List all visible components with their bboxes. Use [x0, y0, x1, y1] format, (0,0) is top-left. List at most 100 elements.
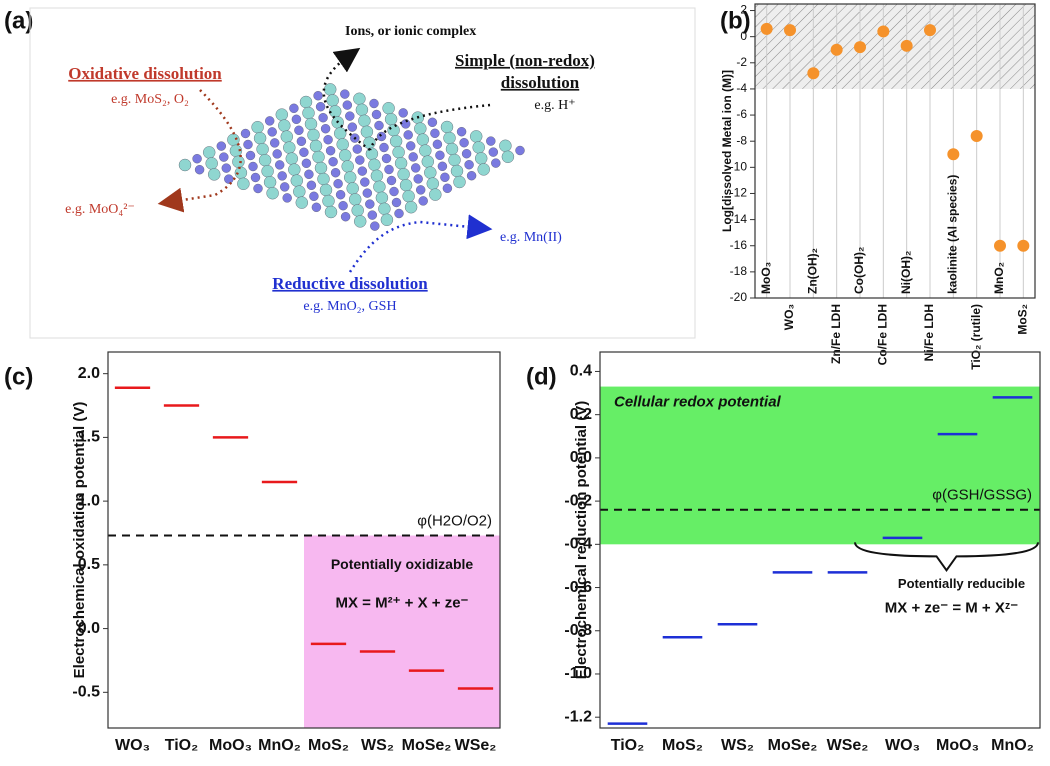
- atom: [243, 139, 253, 150]
- atom: [302, 106, 315, 120]
- point: [900, 39, 913, 52]
- atom: [402, 189, 415, 203]
- atom: [488, 147, 498, 157]
- atom: [435, 150, 445, 161]
- x-tick-label: MnO₂: [258, 737, 301, 754]
- atom: [501, 150, 515, 164]
- panel-label: (b): [720, 7, 751, 34]
- y-tick-label: -0.5: [72, 684, 100, 701]
- atom: [408, 152, 418, 162]
- atom: [389, 134, 403, 148]
- atom: [369, 98, 379, 109]
- atom: [194, 164, 205, 175]
- atom: [418, 196, 428, 206]
- atom: [219, 152, 229, 162]
- x-tick-label: MoSe₂: [402, 737, 452, 754]
- atom: [375, 191, 389, 205]
- atom: [277, 171, 287, 181]
- shaded-region: [304, 535, 500, 728]
- x-tick-label: Ni/Fe LDH: [922, 304, 936, 361]
- atom: [301, 158, 312, 169]
- atom: [266, 186, 279, 200]
- y-axis-title: Electrochemical reduction potential (V): [573, 401, 590, 679]
- atom: [328, 156, 338, 167]
- y-tick-label: 1.0: [78, 492, 100, 509]
- x-tick-label: TiO₂: [611, 737, 644, 754]
- atom: [285, 152, 298, 165]
- x-tick-label: Zn(OH)₂: [806, 248, 820, 294]
- atom: [416, 185, 426, 195]
- point: [924, 24, 936, 37]
- atom: [345, 111, 355, 121]
- atom: [258, 153, 272, 167]
- atom: [399, 178, 413, 192]
- atom: [295, 196, 308, 209]
- x-tick-label: WO₃: [885, 737, 920, 754]
- x-tick-label: WS₂: [721, 737, 754, 754]
- atom: [365, 147, 379, 161]
- point: [947, 148, 960, 161]
- atom: [370, 169, 384, 183]
- atom: [355, 103, 369, 117]
- atom: [207, 168, 221, 181]
- atom: [367, 210, 377, 220]
- point: [760, 22, 773, 35]
- atom: [275, 108, 288, 121]
- atom: [429, 188, 442, 201]
- atom: [461, 148, 472, 159]
- y-tick-label: 0.0: [570, 449, 592, 466]
- shaded-region: [600, 386, 1040, 545]
- atom: [290, 174, 303, 187]
- atom: [470, 130, 483, 143]
- atom: [325, 145, 336, 156]
- reference-label: φ(H2O/O2): [417, 513, 492, 530]
- atom: [475, 152, 488, 165]
- atom: [386, 175, 397, 186]
- atom: [335, 189, 346, 200]
- annotation: e.g. MoO₄²⁻: [65, 202, 135, 217]
- atom: [324, 205, 338, 219]
- atom: [342, 100, 352, 110]
- atom: [413, 174, 423, 184]
- atom: [477, 163, 490, 176]
- y-tick-label: 0.2: [570, 406, 592, 423]
- x-tick-label: MnO₂: [991, 737, 1034, 754]
- x-tick-label: TiO₂ (rutile): [969, 304, 983, 370]
- brace-title: Potentially reducible: [898, 576, 1025, 591]
- atom: [398, 108, 408, 118]
- atom: [282, 193, 292, 203]
- atom: [362, 188, 372, 198]
- atom: [299, 95, 313, 109]
- atom: [294, 125, 304, 136]
- x-tick-label: TiO₂: [165, 737, 198, 754]
- atom: [411, 163, 421, 173]
- y-tick-label: -16: [730, 238, 748, 252]
- atom: [394, 208, 404, 219]
- atom: [232, 155, 245, 169]
- lattice: [178, 83, 525, 231]
- atom: [357, 166, 367, 176]
- atom: [373, 180, 386, 194]
- atom: [349, 193, 362, 206]
- atom: [347, 122, 357, 132]
- atom: [414, 122, 427, 135]
- point: [807, 67, 820, 80]
- atom: [256, 142, 269, 156]
- atom: [397, 167, 410, 181]
- atom: [459, 137, 469, 148]
- atom: [315, 101, 326, 112]
- atom: [307, 128, 320, 142]
- x-tick-label: MoSe₂: [768, 737, 818, 754]
- y-tick-label: 1.5: [78, 429, 100, 446]
- atom: [280, 130, 293, 143]
- y-tick-label: -20: [730, 290, 748, 304]
- atom: [354, 215, 367, 228]
- x-tick-label: WSe₂: [827, 737, 869, 754]
- atom: [378, 202, 391, 216]
- x-tick-label: MoS₂: [1016, 304, 1030, 335]
- x-tick-label: MoO₃: [936, 737, 979, 754]
- point: [1017, 239, 1030, 252]
- atom: [322, 194, 335, 208]
- atom: [317, 172, 330, 186]
- atom: [314, 161, 328, 175]
